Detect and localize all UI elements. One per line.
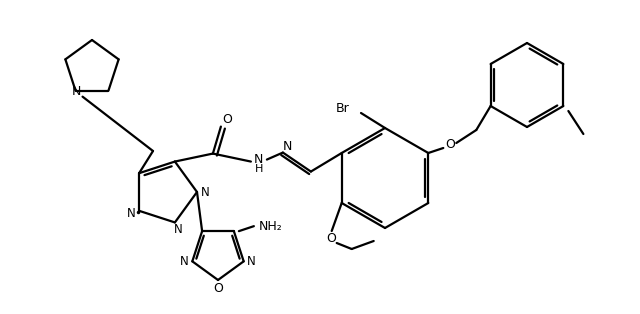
- Text: O: O: [213, 283, 223, 295]
- Text: O: O: [326, 232, 335, 246]
- Text: N: N: [200, 187, 209, 199]
- Text: N: N: [72, 85, 81, 98]
- Text: N: N: [247, 255, 256, 268]
- Text: N: N: [254, 153, 264, 166]
- Text: N: N: [284, 140, 292, 153]
- Text: N: N: [180, 255, 189, 268]
- Text: N: N: [127, 207, 136, 220]
- Text: H: H: [255, 164, 263, 174]
- Text: N: N: [173, 223, 182, 236]
- Text: NH₂: NH₂: [259, 220, 283, 233]
- Text: O: O: [222, 113, 232, 126]
- Text: O: O: [445, 138, 455, 151]
- Text: Br: Br: [336, 101, 350, 115]
